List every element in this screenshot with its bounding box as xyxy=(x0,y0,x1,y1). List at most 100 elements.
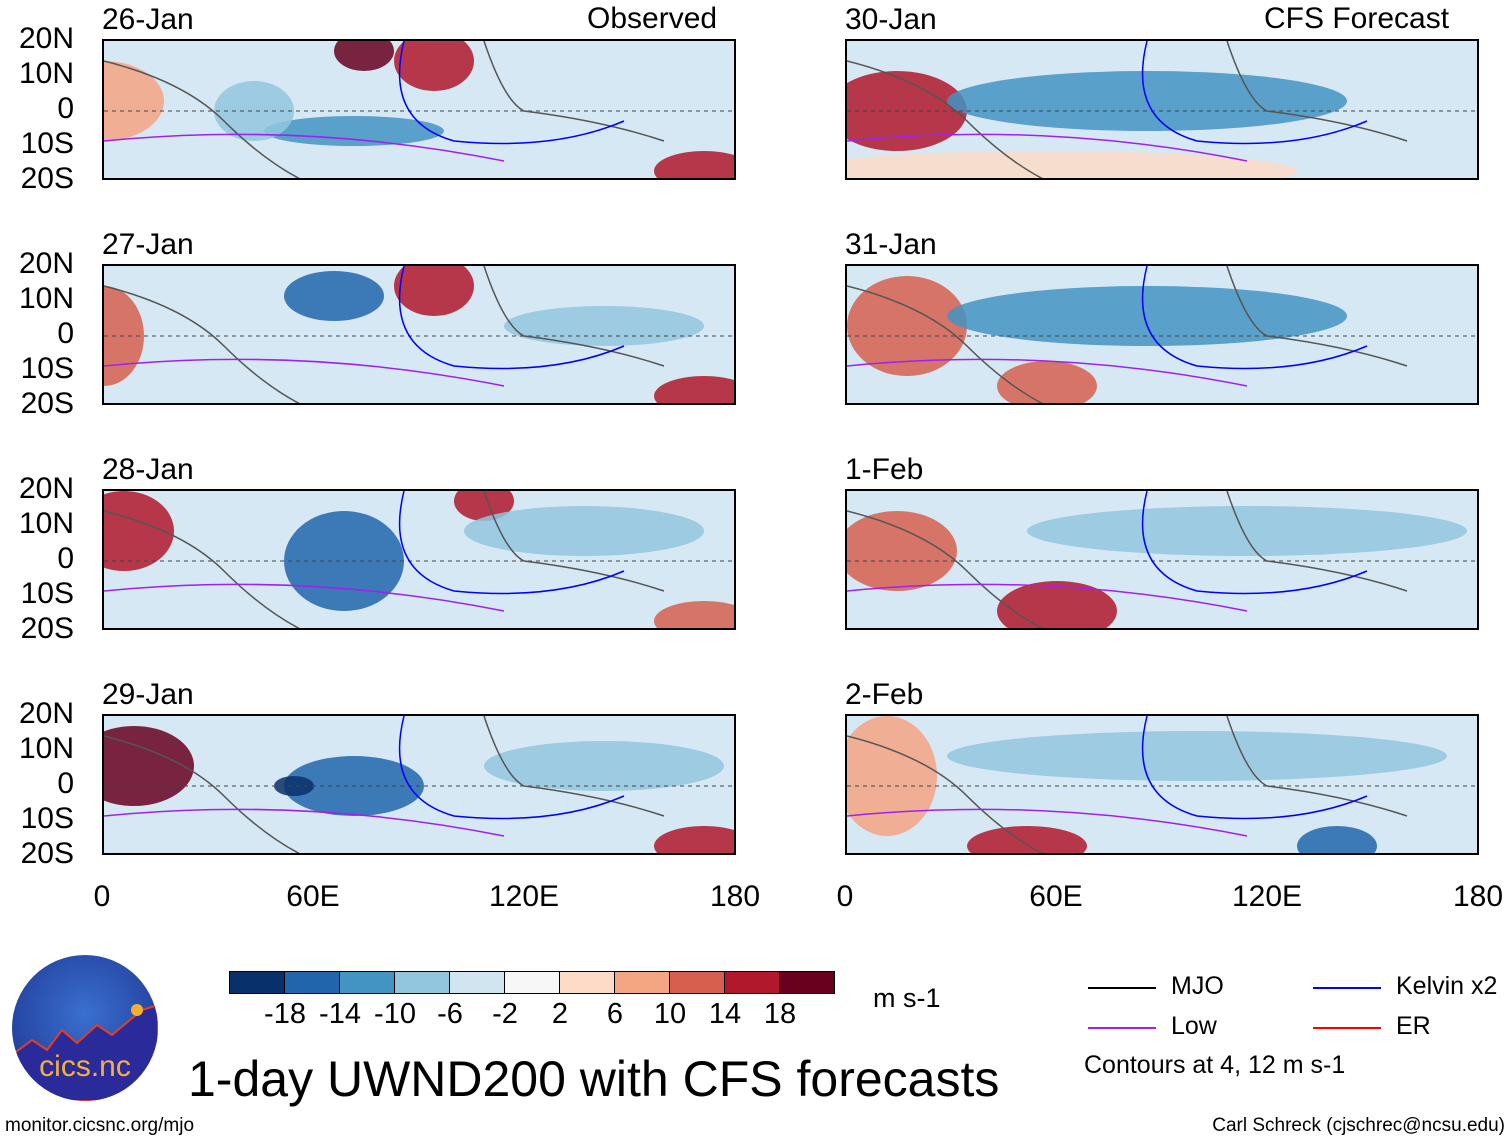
anomaly-blob xyxy=(104,61,164,141)
anomaly-blob xyxy=(654,826,734,853)
colorbar-swatch xyxy=(559,971,615,994)
lon-label: 120E xyxy=(1231,880,1303,913)
anomaly-blob xyxy=(274,776,314,796)
anomaly-blob xyxy=(654,376,734,403)
low-contour xyxy=(847,133,1248,162)
anomaly-blob xyxy=(847,151,1297,178)
map-panel xyxy=(845,39,1479,180)
low-contour xyxy=(104,583,505,612)
colorbar-swatch xyxy=(394,971,450,994)
lat-label: 20S xyxy=(20,837,74,870)
anomaly-blob xyxy=(284,271,384,321)
lon-label: 0 xyxy=(836,880,854,913)
lat-label: 10N xyxy=(18,507,74,540)
anomaly-blob xyxy=(104,726,194,806)
colorbar-label: -18 xyxy=(264,998,306,1030)
coastline xyxy=(104,41,665,178)
lat-label: 20N xyxy=(18,697,74,730)
panel-date: 28-Jan xyxy=(102,453,194,486)
colorbar-label: -2 xyxy=(492,998,518,1030)
panel-date: 26-Jan xyxy=(102,3,194,36)
anomaly-blob xyxy=(947,731,1447,781)
legend-label: ER xyxy=(1396,1012,1431,1040)
map-panel xyxy=(102,264,736,405)
anomaly-blob xyxy=(997,361,1097,403)
coastline xyxy=(847,491,1408,628)
lat-label: 10N xyxy=(18,732,74,765)
lon-label: 0 xyxy=(93,880,111,913)
map-panel xyxy=(845,264,1479,405)
kelvin-contour xyxy=(1141,41,1368,145)
legend-label: Low xyxy=(1171,1012,1217,1040)
anomaly-blob xyxy=(1297,826,1377,853)
kelvin-contour xyxy=(398,41,625,145)
anomaly-field xyxy=(104,491,734,628)
colorbar-label: -6 xyxy=(437,998,463,1030)
colorbar-label: 6 xyxy=(606,998,624,1030)
coastline xyxy=(104,491,665,628)
lat-label: 0 xyxy=(57,542,74,575)
colorbar-swatch xyxy=(614,971,670,994)
coastline xyxy=(847,41,1408,178)
anomaly-blob xyxy=(104,491,174,571)
anomaly-blob xyxy=(394,41,474,91)
anomaly-blob xyxy=(1027,506,1467,556)
map-panel xyxy=(845,714,1479,855)
colorbar-swatch xyxy=(779,971,835,994)
low-contour xyxy=(847,583,1248,612)
legend-label: Kelvin x2 xyxy=(1396,972,1498,1000)
legend-label: MJO xyxy=(1171,972,1224,1000)
low-contour xyxy=(104,133,505,162)
coastline xyxy=(104,266,665,403)
colorbar-swatch xyxy=(504,971,560,994)
lat-label: 10S xyxy=(20,577,74,610)
anomaly-field xyxy=(847,41,1477,178)
lon-label: 120E xyxy=(488,880,560,913)
kelvin-contour xyxy=(398,266,625,370)
map-panel xyxy=(845,489,1479,630)
anomaly-blob xyxy=(394,266,474,316)
anomaly-field xyxy=(104,266,734,403)
colorbar-swatch xyxy=(449,971,505,994)
colorbar-label: 14 xyxy=(708,998,742,1030)
coastline xyxy=(847,266,1408,403)
lat-label: 10N xyxy=(18,282,74,315)
legend-line xyxy=(1088,987,1156,989)
anomaly-blob xyxy=(214,81,294,141)
map-panel xyxy=(102,714,736,855)
low-contour xyxy=(104,358,505,387)
lat-label: 20N xyxy=(18,22,74,55)
low-contour xyxy=(847,808,1248,837)
anomaly-field xyxy=(847,491,1477,628)
colorbar-swatch xyxy=(669,971,725,994)
anomaly-field xyxy=(847,266,1477,403)
lat-label: 20N xyxy=(18,472,74,505)
panel-date: 29-Jan xyxy=(102,678,194,711)
colorbar-units: m s-1 xyxy=(873,983,941,1013)
cics-logo: cics.nc xyxy=(12,955,158,1101)
lon-label: 60E xyxy=(1029,880,1083,913)
legend-line xyxy=(1088,1027,1156,1029)
colorbar-swatch xyxy=(284,971,340,994)
colorbar-label: 18 xyxy=(763,998,797,1030)
panel-date: 1-Feb xyxy=(845,453,924,486)
kelvin-contour xyxy=(1141,266,1368,370)
map-panel xyxy=(102,489,736,630)
anomaly-blob xyxy=(334,41,394,71)
forecast-header: CFS Forecast xyxy=(1264,2,1450,35)
lat-label: 0 xyxy=(57,317,74,350)
footer-credit: Carl Schreck (cjschrec@ncsu.edu) xyxy=(1212,1115,1505,1136)
colorbar-swatch xyxy=(339,971,395,994)
anomaly-blob xyxy=(654,601,734,628)
anomaly-blob xyxy=(947,286,1347,346)
anomaly-blob xyxy=(504,306,704,346)
figure-title: 1-day UWND200 with CFS forecasts xyxy=(188,1051,1000,1107)
anomaly-blob xyxy=(847,716,937,836)
low-contour xyxy=(104,808,505,837)
anomaly-field xyxy=(104,716,734,853)
footer-url: monitor.cicsnc.org/mjo xyxy=(5,1115,195,1136)
colorbar-swatch xyxy=(229,971,285,994)
lat-label: 10S xyxy=(20,127,74,160)
panel-date: 31-Jan xyxy=(845,228,937,261)
